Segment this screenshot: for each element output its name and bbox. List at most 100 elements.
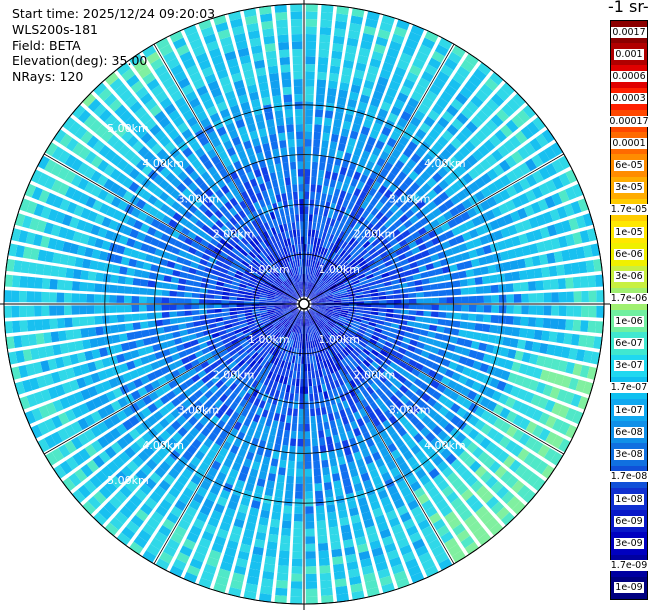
range-gate: [19, 320, 28, 333]
range-gate: [480, 410, 492, 422]
range-gate: [213, 336, 222, 344]
range-gate: [365, 160, 375, 170]
range-gate: [295, 378, 300, 387]
colorbar-cell: 6e-08: [611, 421, 647, 444]
range-gate: [122, 372, 133, 383]
range-gate: [284, 310, 291, 316]
range-gate: [468, 520, 482, 534]
range-gate: [168, 486, 181, 499]
range-gate: [378, 464, 389, 475]
nrays: NRays: 120: [12, 69, 84, 85]
range-gate: [240, 237, 249, 246]
range-gate: [214, 535, 227, 547]
range-gate: [71, 406, 83, 419]
range-gate: [402, 147, 414, 158]
range-gate: [472, 237, 482, 248]
range-gate: [201, 324, 210, 331]
range-gate: [293, 236, 298, 245]
range-gate: [552, 418, 564, 432]
range-gate: [274, 374, 281, 383]
range-gate: [206, 449, 217, 460]
range-gate: [523, 204, 535, 217]
range-gate: [182, 199, 192, 209]
range-gate: [204, 352, 213, 360]
range-gate: [321, 317, 329, 323]
range-gate: [318, 56, 329, 66]
range-gate: [239, 280, 248, 286]
range-gate: [400, 110, 412, 122]
range-gate: [119, 89, 133, 103]
range-gate: [179, 438, 190, 449]
range-gate: [453, 151, 465, 163]
range-gate: [182, 421, 193, 432]
range-gate: [358, 441, 368, 451]
range-gate: [417, 519, 431, 531]
range-gate: [166, 512, 179, 525]
range-gate: [285, 312, 292, 318]
range-gate: [346, 256, 354, 264]
range-gate: [410, 182, 420, 192]
range-gate: [379, 69, 392, 80]
range-gate: [339, 290, 348, 295]
range-gate: [276, 313, 284, 318]
range-gate: [331, 427, 339, 436]
range-gate: [334, 220, 341, 229]
range-gate: [261, 249, 269, 258]
range-gate: [164, 455, 176, 467]
range-gate: [293, 317, 298, 325]
range-gate: [506, 185, 518, 198]
range-gate: [353, 171, 362, 181]
range-gate: [345, 226, 353, 235]
range-gate: [25, 363, 36, 377]
range-gate: [427, 189, 438, 200]
range-gate: [269, 316, 278, 321]
range-gate: [288, 354, 293, 363]
range-gate: [465, 101, 479, 114]
range-gate: [460, 211, 471, 222]
range-gate: [164, 184, 176, 195]
range-gate: [350, 261, 359, 269]
range-gate: [13, 335, 23, 348]
range-gate: [254, 539, 266, 549]
range-gate: [229, 207, 238, 217]
range-gate: [459, 86, 473, 99]
range-gate: [203, 498, 215, 509]
range-gate: [389, 274, 399, 281]
range-gate: [415, 545, 429, 557]
range-gate: [361, 371, 369, 380]
range-gate: [147, 353, 157, 363]
range-gate: [458, 243, 468, 253]
range-gate: [136, 231, 146, 242]
radar-rays: [4, 4, 604, 604]
range-gate: [496, 380, 507, 392]
range-gate: [421, 392, 431, 403]
range-gate: [185, 252, 195, 261]
range-gate: [97, 407, 109, 420]
range-gate: [531, 154, 544, 168]
range-gate: [157, 266, 167, 274]
range-gate: [549, 386, 561, 400]
range-gate: [404, 389, 415, 399]
range-gate: [312, 316, 318, 323]
range-gate: [129, 194, 140, 206]
range-gate: [257, 278, 265, 284]
range-gate: [331, 172, 339, 181]
range-gate: [583, 350, 593, 364]
range-gate: [507, 348, 517, 360]
range-gate: [201, 224, 211, 233]
range-gate: [451, 226, 462, 236]
range-gate: [282, 281, 289, 288]
range-gate: [206, 339, 215, 347]
range-gate: [456, 337, 466, 346]
range-gate: [333, 326, 341, 333]
range-gate: [432, 473, 445, 486]
range-gate: [243, 225, 251, 234]
range-gate: [535, 317, 544, 328]
range-gate: [19, 275, 28, 288]
range-gate: [316, 377, 321, 386]
range-gate: [449, 206, 460, 217]
range-gate: [549, 208, 561, 222]
range-gate: [333, 28, 346, 38]
range-gate: [407, 344, 416, 353]
range-gate: [435, 499, 449, 511]
